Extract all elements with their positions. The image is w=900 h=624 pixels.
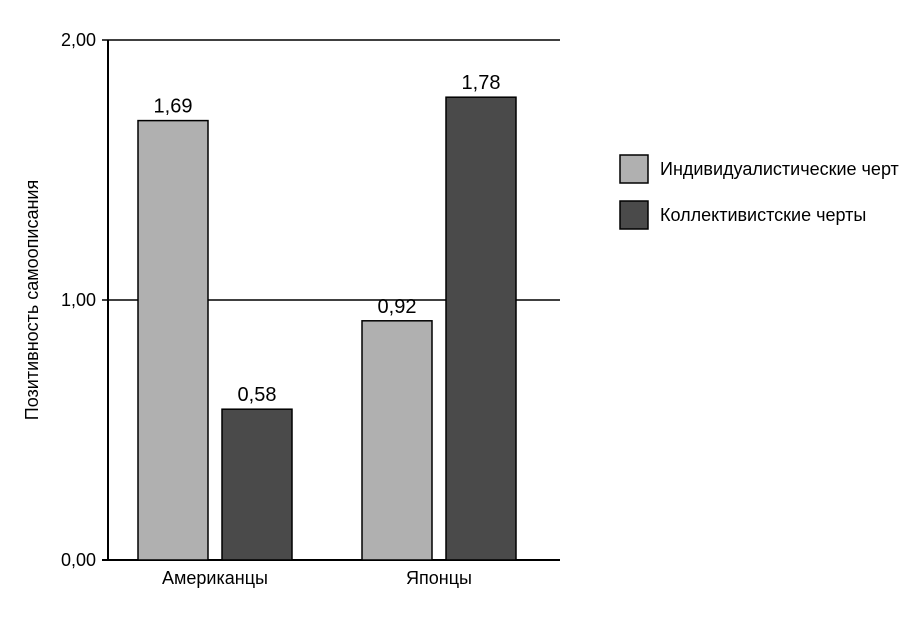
legend-swatch-0 — [620, 155, 648, 183]
value-label-1-0: 0,92 — [378, 296, 417, 318]
bars-group — [138, 97, 516, 560]
bar-1-0 — [362, 321, 432, 560]
legend-label-0: Индивидуалистические черты — [660, 159, 900, 179]
value-label-0-1: 0,58 — [238, 384, 277, 406]
category-label-0: Американцы — [162, 568, 268, 588]
y-tick-1: 1,00 — [61, 290, 96, 310]
bar-0-1 — [222, 409, 292, 560]
bar-1-1 — [446, 97, 516, 560]
bar-0-0 — [138, 121, 208, 560]
value-label-1-1: 1,78 — [462, 72, 501, 94]
bar-chart: 0,00 1,00 2,00 Позитивность самоописания 1,6… — [0, 0, 900, 624]
legend-label-1: Коллективистские черты — [660, 205, 866, 225]
y-tick-2: 2,00 — [61, 30, 96, 50]
y-axis-title: Позитивность самоописания — [22, 180, 42, 420]
legend-swatch-1 — [620, 201, 648, 229]
chart-container: 0,00 1,00 2,00 Позитивность самоописания 1,6… — [0, 0, 900, 624]
value-label-0-0: 1,69 — [154, 96, 193, 118]
category-label-1: Японцы — [406, 568, 472, 588]
y-tick-0: 0,00 — [61, 550, 96, 570]
